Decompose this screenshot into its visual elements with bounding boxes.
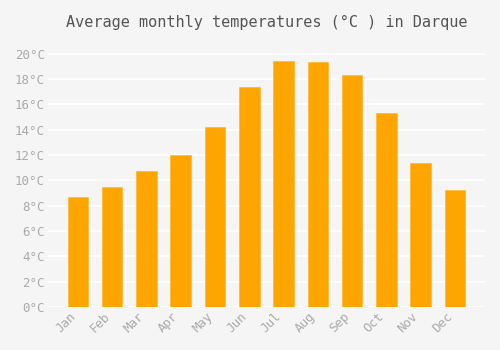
Bar	[102, 187, 122, 307]
Bar	[170, 155, 191, 307]
Bar	[273, 61, 294, 307]
Bar	[308, 62, 328, 307]
Bar	[68, 197, 88, 307]
Bar	[136, 172, 156, 307]
Bar	[376, 113, 396, 307]
Bar	[444, 190, 465, 307]
Bar	[410, 163, 431, 307]
Title: Average monthly temperatures (°C ) in Darque: Average monthly temperatures (°C ) in Da…	[66, 15, 467, 30]
Bar	[239, 86, 260, 307]
Bar	[204, 127, 226, 307]
Bar	[342, 75, 362, 307]
